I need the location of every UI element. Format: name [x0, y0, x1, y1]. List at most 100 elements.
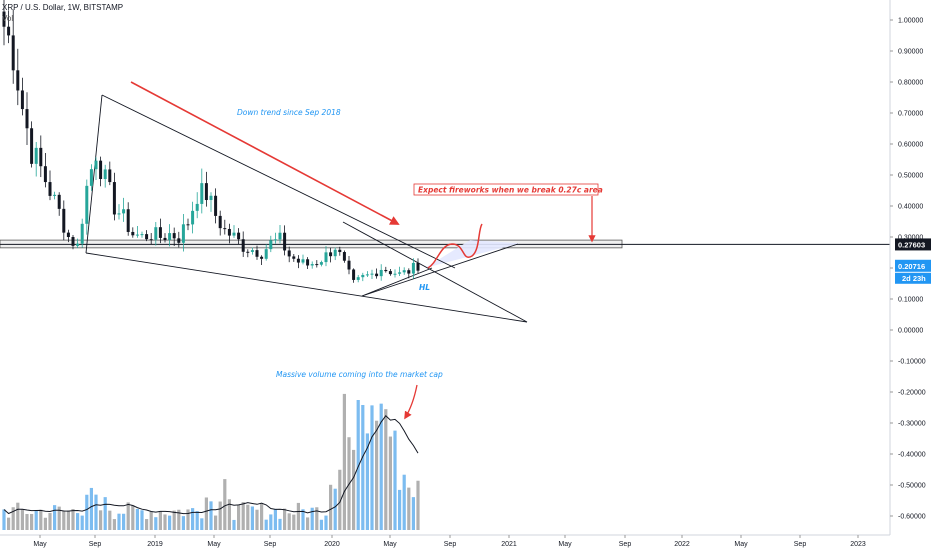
volume-bar	[145, 519, 149, 530]
higher-low-annotation: HL	[419, 283, 430, 292]
volume-bar	[296, 502, 300, 530]
triangle-pattern	[85, 94, 528, 323]
left-edge-line	[85, 94, 103, 254]
volume-bar	[158, 511, 162, 530]
candle-body	[306, 259, 310, 266]
volume-bar	[306, 517, 310, 530]
volume-bar	[126, 502, 130, 530]
drawings-layer	[130, 81, 596, 420]
price-tick-label: 0.40000	[898, 204, 923, 211]
candle-body	[416, 262, 420, 271]
candle-body	[283, 232, 287, 251]
candle-body	[241, 239, 245, 252]
volume-bar	[103, 497, 107, 530]
volume-bar	[108, 510, 112, 530]
volume-bar	[273, 508, 277, 530]
candle-body	[246, 251, 250, 253]
time-tick-label: May	[383, 541, 397, 548]
candle-body	[20, 90, 24, 110]
volume-bar	[310, 507, 314, 530]
volume-bar	[260, 503, 264, 530]
volume-bar	[232, 519, 236, 530]
candle-body	[370, 273, 374, 275]
volume-bar	[181, 516, 185, 530]
price-tick-label: 0.10000	[898, 297, 923, 304]
candle-body	[273, 239, 277, 241]
volume-bar	[53, 505, 57, 530]
volume-bar	[278, 518, 282, 530]
last-price-text: 0.20716	[898, 262, 925, 271]
volume-bar	[315, 507, 319, 530]
projection-zone	[425, 240, 520, 268]
candle-body	[145, 234, 149, 240]
downtrend-arrow	[130, 81, 400, 225]
chart-header: XRP / U.S. Dollar, 1W, BITSTAMP Vol	[2, 2, 123, 24]
volume-bar	[39, 509, 43, 530]
volume-bar	[407, 487, 411, 530]
candle-body	[25, 109, 29, 129]
volume-bar	[200, 518, 204, 530]
volume-bar	[168, 515, 172, 530]
volume-bar	[365, 433, 369, 530]
candle-body	[181, 224, 185, 243]
upper-trendline	[101, 94, 456, 269]
candle-body	[89, 169, 93, 186]
volume-bar	[149, 511, 153, 530]
candle-body	[7, 26, 11, 36]
volume-bar	[80, 515, 84, 530]
time-tick-label: May	[207, 541, 221, 548]
current-price-badge	[895, 238, 931, 251]
candle-body	[117, 213, 121, 215]
candle-body	[227, 228, 231, 236]
candle-body	[140, 234, 144, 236]
volume-bar	[398, 489, 402, 530]
volume-bar	[112, 519, 116, 530]
candle-body	[30, 128, 34, 164]
volume-bar	[416, 480, 420, 530]
candle-body	[163, 237, 167, 241]
time-tick-label: 2019	[147, 541, 163, 548]
volume-bar	[255, 509, 259, 530]
time-tick-label: 2021	[501, 541, 517, 548]
time-axis[interactable]: May Sep 2019 May Sep 2020 May Sep 2021 May Sep 2022…	[0, 534, 890, 548]
candle-body	[264, 249, 268, 259]
candle-body	[168, 233, 172, 241]
volume-bar	[319, 519, 323, 530]
last-price-badge	[895, 259, 931, 272]
volume-bar	[135, 508, 139, 530]
candle-body	[195, 203, 199, 211]
volume-bar	[140, 510, 144, 530]
downtrend-annotation: Down trend since Sep 2018	[237, 108, 341, 117]
price-tick-label: 0.90000	[898, 49, 923, 56]
candle-body	[108, 169, 112, 183]
volume-annotation: Massive volume coming into the market ca…	[276, 370, 443, 379]
annotations-layer: Down trend since Sep 2018 Expect firework…	[237, 108, 603, 379]
candle-body	[200, 183, 204, 204]
candle-body	[209, 195, 213, 201]
candle-body	[255, 250, 259, 257]
volume-bar	[85, 494, 89, 530]
candle-body	[223, 228, 227, 230]
candle-body	[39, 147, 43, 167]
price-tick-label: -0.10000	[898, 359, 926, 366]
volume-bar	[269, 514, 273, 530]
candle-body	[62, 208, 66, 233]
volume-bar	[2, 509, 6, 530]
volume-bar	[71, 509, 75, 530]
candle-body	[407, 270, 411, 274]
candle-body	[71, 237, 75, 246]
price-badges: 0.27603 0.20716 2d 23h	[895, 238, 931, 284]
volume-bar	[99, 510, 103, 530]
current-price-text: 0.27603	[898, 240, 925, 249]
volume-bar	[89, 487, 93, 530]
candle-body	[260, 256, 264, 259]
candle-body	[296, 258, 300, 263]
volume-bar	[329, 484, 333, 530]
volume-bar	[177, 509, 181, 530]
candle-body	[85, 185, 89, 224]
time-tick-label: 2022	[674, 541, 690, 548]
candle-body	[43, 166, 47, 183]
time-tick-label: May	[33, 541, 47, 548]
volume-arrow	[404, 384, 418, 420]
